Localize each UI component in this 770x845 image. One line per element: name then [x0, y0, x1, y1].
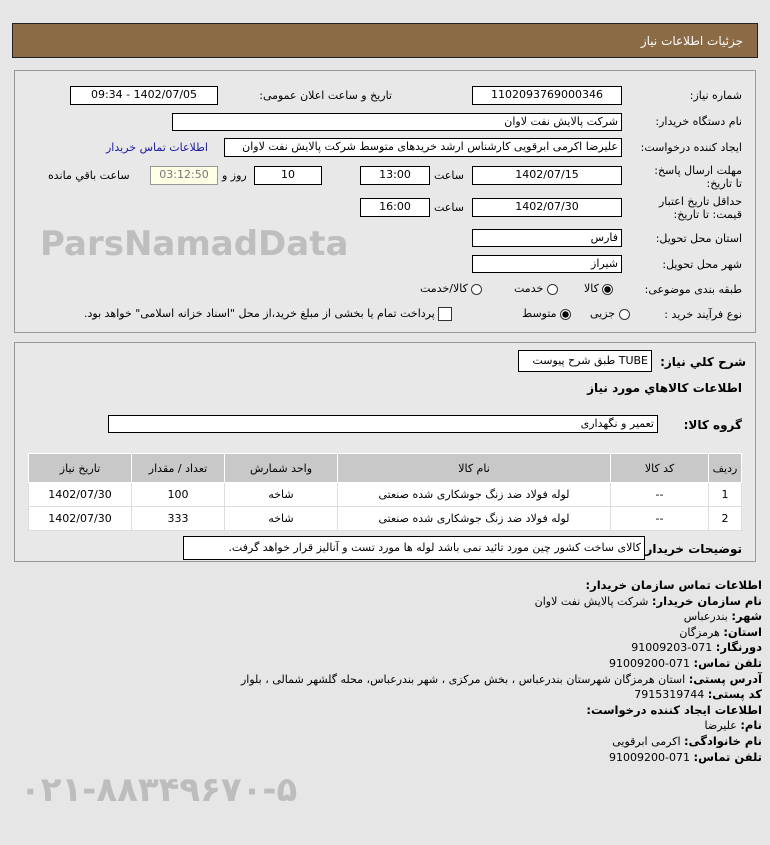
cell-unit: شاخه	[224, 482, 338, 507]
validity-time-field: 16:00	[360, 198, 430, 217]
goods-heading: اطلاعات کالاهاي مورد نياز	[587, 381, 742, 395]
group-label: گروه کالا:	[683, 418, 742, 432]
creator-label: ایجاد کننده درخواست:	[640, 141, 742, 154]
category-label: طبقه بندی موضوعی:	[644, 283, 742, 296]
deadline-time-field: 13:00	[360, 166, 430, 185]
category-radio-goods[interactable]: کالا	[584, 282, 614, 295]
days-label: روز و	[222, 169, 247, 182]
buyer-notes-field: کالای ساخت کشور چین مورد تائید نمی باشد …	[183, 536, 645, 560]
buyer-field: شرکت پالایش نفت لاوان	[172, 113, 622, 131]
buyer-contact-link[interactable]: اطلاعات تماس خریدار	[106, 141, 208, 154]
process-radio-medium[interactable]: متوسط	[522, 307, 572, 320]
col-date: تاریخ نیاز	[28, 453, 132, 483]
contact-city: بندرعباس	[683, 610, 728, 624]
deadline-label: مهلت ارسال پاسخ: تا تاریخ:	[654, 164, 742, 190]
radio-icon	[602, 283, 614, 295]
group-field: تعمیر و نگهداری	[108, 415, 658, 433]
cell-code: --	[610, 506, 709, 531]
summary-label: شرح کلي نياز:	[660, 355, 746, 369]
watermark: ParsNamadData	[40, 224, 349, 264]
need-number-field: 1102093769000346	[472, 86, 622, 105]
col-unit: واحد شمارش	[224, 453, 338, 483]
checkbox-icon	[438, 307, 453, 321]
creator-name: علیرضا	[704, 719, 737, 733]
validity-time-label: ساعت	[434, 201, 464, 214]
table-row: 1 -- لوله فولاد ضد زنگ جوشکاری شده صنعتی…	[28, 482, 742, 507]
deadline-time-label: ساعت	[434, 169, 464, 182]
radio-icon	[471, 283, 483, 295]
days-field: 10	[254, 166, 322, 185]
cell-date: 1402/07/30	[28, 506, 132, 531]
contact-org: شرکت پالایش نفت لاوان	[534, 594, 649, 608]
cell-unit: شاخه	[224, 506, 338, 531]
province-label: استان محل تحویل:	[655, 232, 742, 245]
cell-qty: 100	[131, 482, 225, 507]
col-code: کد کالا	[610, 453, 709, 483]
table-header: ردیف کد کالا نام کالا واحد شمارش تعداد /…	[28, 453, 742, 483]
announce-field: 1402/07/05 - 09:34	[70, 86, 218, 105]
radio-icon	[560, 308, 572, 320]
cell-row: 2	[708, 506, 742, 531]
col-row: ردیف	[708, 453, 742, 483]
remaining-time-field: 03:12:50	[150, 166, 218, 185]
creator-phone: 071-91009200	[609, 750, 691, 764]
contact-fax: 071-91009203	[631, 641, 713, 655]
contact-phone: 071-91009200	[609, 656, 691, 670]
validity-label: حداقل تاریخ اعتبار قیمت: تا تاریخ:	[658, 195, 742, 221]
radio-icon	[618, 308, 630, 320]
contact-province: هرمزگان	[679, 625, 720, 639]
cell-date: 1402/07/30	[28, 482, 132, 507]
announce-label: تاریخ و ساعت اعلان عمومی:	[259, 89, 392, 102]
creator-family: اکرمی ابرقویی	[612, 734, 681, 748]
cell-code: --	[610, 482, 709, 507]
cell-qty: 333	[131, 506, 225, 531]
category-radio-service[interactable]: خدمت	[514, 282, 558, 295]
process-label: نوع فرآیند خرید :	[664, 308, 742, 321]
radio-icon	[546, 283, 558, 295]
deadline-date-field: 1402/07/15	[472, 166, 622, 185]
province-field: فارس	[472, 229, 622, 247]
page-title: جزئیات اطلاعات نیاز	[640, 34, 743, 48]
validity-date-field: 1402/07/30	[472, 198, 622, 217]
contact-address: استان هرمزگان شهرستان بندرعباس ، بخش مرک…	[240, 672, 686, 686]
cell-name: لوله فولاد ضد زنگ جوشکاری شده صنعتی	[337, 482, 611, 507]
contact-postal: 7915319744	[634, 688, 705, 702]
buyer-notes-label: توضیحات خریدار:	[640, 542, 742, 556]
remaining-label: ساعت باقي مانده	[48, 169, 130, 182]
buyer-label: نام دستگاه خریدار:	[655, 115, 742, 128]
watermark-phone: ۰۲۱-۸۸۳۴۹۶۷۰-۵	[20, 770, 298, 810]
creator-title: اطلاعات ایجاد کننده درخواست:	[586, 702, 762, 717]
city-field: شیراز	[472, 255, 622, 273]
summary-field: TUBE طبق شرح پیوست	[518, 350, 652, 372]
goods-table: ردیف کد کالا نام کالا واحد شمارش تعداد /…	[28, 453, 742, 531]
city-label: شهر محل تحویل:	[662, 258, 742, 271]
page-header: جزئیات اطلاعات نیاز	[12, 23, 758, 58]
cell-name: لوله فولاد ضد زنگ جوشکاری شده صنعتی	[337, 506, 611, 531]
col-name: نام کالا	[337, 453, 611, 483]
table-row: 2 -- لوله فولاد ضد زنگ جوشکاری شده صنعتی…	[28, 506, 742, 531]
category-radio-both[interactable]: کالا/خدمت	[420, 282, 483, 295]
treasury-payment-checkbox[interactable]: پرداخت تمام یا بخشی از مبلغ خرید،از محل …	[84, 307, 453, 321]
contact-info: اطلاعات تماس سازمان خریدار: نام سازمان خ…	[240, 578, 762, 764]
col-qty: تعداد / مقدار	[131, 453, 225, 483]
creator-field: علیرضا اکرمی ابرقویی کارشناس ارشد خریدها…	[224, 138, 622, 157]
need-number-label: شماره نیاز:	[689, 89, 742, 102]
cell-row: 1	[708, 482, 742, 507]
contact-title: اطلاعات تماس سازمان خریدار:	[585, 578, 762, 592]
process-radio-minor[interactable]: جزیی	[590, 307, 630, 320]
